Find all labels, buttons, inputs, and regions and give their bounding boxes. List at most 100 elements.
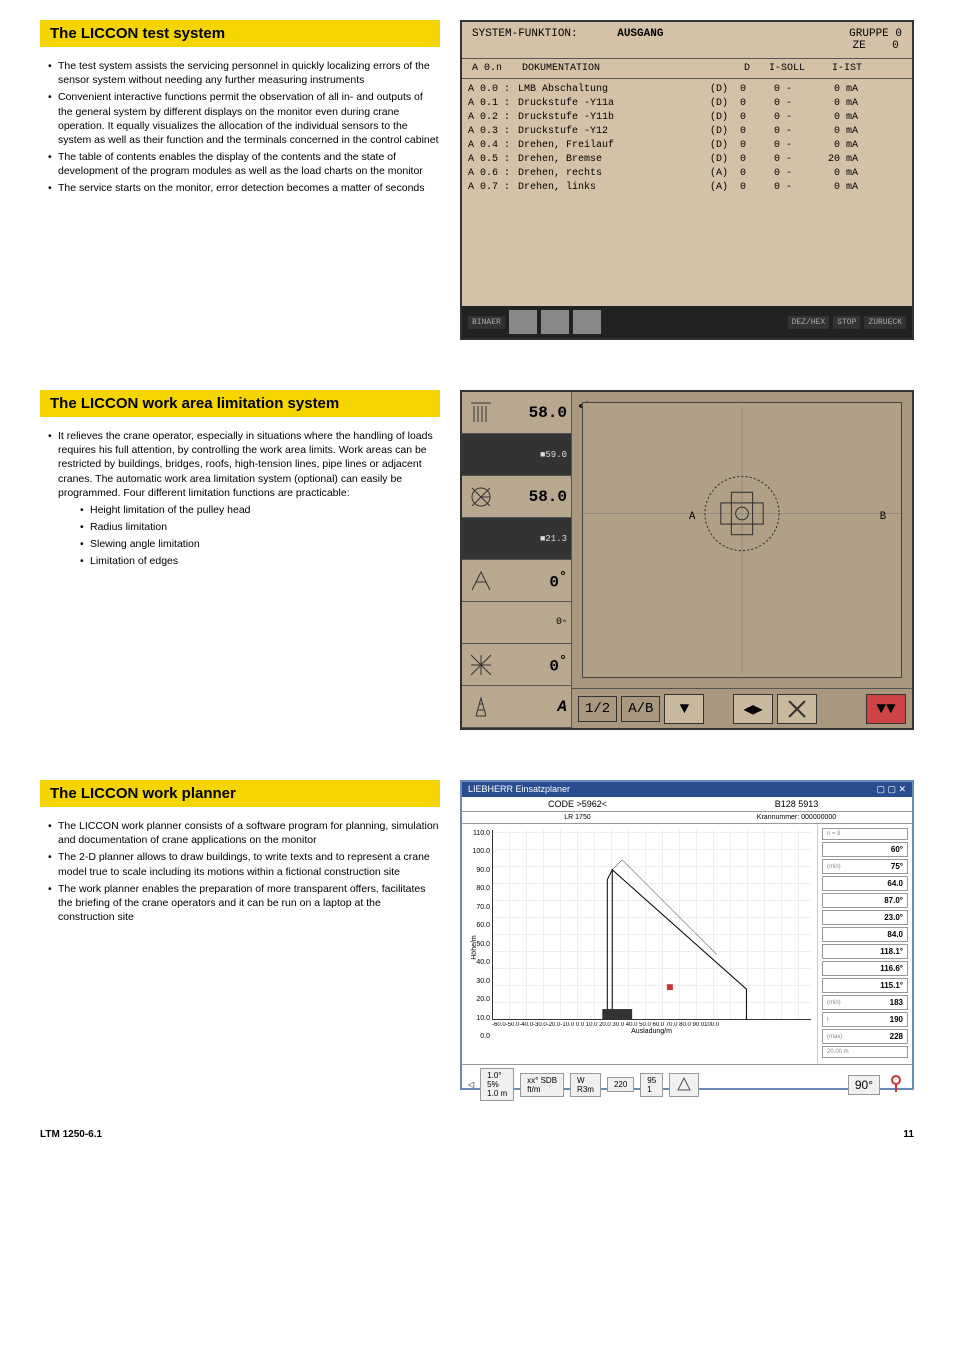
- tower-icon: [466, 692, 496, 722]
- param-cell: 23.0°: [822, 910, 908, 925]
- sec2-title: The LICCON work area limitation system: [50, 395, 430, 412]
- test-system-screen: SYSTEM-FUNKTION: AUSGANG GRUPPE 0 ZE 0 A…: [460, 20, 914, 340]
- ytick: 100.0: [466, 848, 490, 855]
- hdr-id: A 0.n: [472, 63, 522, 74]
- table-row: A 0.6 :Drehen, rechts(A)00 -0 mA: [468, 167, 906, 181]
- foot-stop: STOP: [833, 316, 860, 329]
- ytick: 60.0: [466, 922, 490, 929]
- param-cell: (min)183: [822, 995, 908, 1010]
- s1-grpv1: 0: [895, 28, 902, 40]
- table-row: A 0.4 :Drehen, Freilauf(D)00 -0 mA: [468, 139, 906, 153]
- param-cell: 87.0°: [822, 893, 908, 908]
- kran-label: Krannummer: 000000000: [687, 814, 906, 821]
- table-row: A 0.0 :LMB Abschaltung(D)00 -0 mA: [468, 83, 906, 97]
- sec1-body: The test system assists the servicing pe…: [40, 59, 440, 196]
- s2-v6: 0: [549, 657, 559, 675]
- fbtn[interactable]: [509, 310, 537, 334]
- s2-v3: 21.3: [545, 534, 567, 544]
- sec1-b3: The service starts on the monitor, error…: [48, 181, 440, 195]
- sec2-s3: Limitation of edges: [80, 554, 440, 568]
- param-cell: 118.1°: [822, 944, 908, 959]
- page-indicator: 1/2: [578, 696, 617, 722]
- ytick: 10.0: [466, 1015, 490, 1022]
- hdr-d: D: [732, 63, 762, 74]
- page-number: 11: [903, 1129, 914, 1140]
- ytick: 20.0: [466, 996, 490, 1003]
- leftright-button[interactable]: ◀▶: [733, 694, 773, 724]
- sec2-body: It relieves the crane operator, especial…: [40, 429, 440, 569]
- ytick: 110.0: [466, 830, 490, 837]
- xlabel: Ausladung/m: [492, 1028, 811, 1035]
- param-cell: 60°: [822, 842, 908, 857]
- sec3-header: The LICCON work planner: [40, 780, 440, 807]
- table-row: A 0.2 :Druckstufe -Y11b(D)00 -0 mA: [468, 111, 906, 125]
- ytick: 70.0: [466, 904, 490, 911]
- s1-grp: GRUPPE: [849, 28, 889, 40]
- param-cell: 115.1°: [822, 978, 908, 993]
- arrow-left-icon: ◁: [468, 1080, 474, 1089]
- sec2-s2: Slewing angle limitation: [80, 537, 440, 551]
- sec3-title: The LICCON work planner: [50, 785, 430, 802]
- win-controls[interactable]: ▢ ▢ ✕: [876, 784, 906, 795]
- model-label: LTM 1250-6.1: [40, 1129, 102, 1140]
- sec2-s0: Height limitation of the pulley head: [80, 503, 440, 517]
- sec3-b1: The 2-D planner allows to draw buildings…: [48, 850, 440, 878]
- s1-syslabel: SYSTEM-FUNKTION:: [472, 28, 578, 40]
- ytick: 50.0: [466, 941, 490, 948]
- hdr-iist: I-IST: [812, 63, 862, 74]
- s2-v7: A: [496, 698, 567, 716]
- ytick: 30.0: [466, 978, 490, 985]
- ytick: 0.0: [466, 1033, 490, 1040]
- svg-text:A: A: [689, 511, 696, 523]
- code-label: CODE >5962<: [468, 799, 687, 809]
- sec2-s1: Radius limitation: [80, 520, 440, 534]
- foot-back: ZURUECK: [864, 316, 906, 329]
- ytick: 80.0: [466, 885, 490, 892]
- sec1-b1: Convenient interactive functions permit …: [48, 90, 440, 147]
- sec1-b2: The table of contents enables the displa…: [48, 150, 440, 178]
- foot-dezhex: DEZ/HEX: [788, 316, 830, 329]
- s2-v1: 59.0: [545, 450, 567, 460]
- ytick: 90.0: [466, 867, 490, 874]
- cancel-button[interactable]: [777, 694, 817, 724]
- table-row: A 0.1 :Druckstufe -Y11a(D)00 -0 mA: [468, 97, 906, 111]
- sec1-b0: The test system assists the servicing pe…: [48, 59, 440, 87]
- lr-label: LR 1750: [468, 814, 687, 821]
- b128-label: B128 5913: [687, 799, 906, 809]
- slew-icon: [466, 566, 496, 596]
- param-cell: 20.00 m: [822, 1046, 908, 1058]
- radius-icon: [466, 482, 496, 512]
- svg-text:B: B: [880, 511, 886, 523]
- edge-icon: [466, 650, 496, 680]
- ytick: 40.0: [466, 959, 490, 966]
- foot-binaer: BINAER: [468, 316, 505, 329]
- sec3-b2: The work planner enables the preparation…: [48, 882, 440, 925]
- work-planner-screen: LIEBHERR Einsatzplaner ▢ ▢ ✕ CODE >5962<…: [460, 780, 914, 1090]
- sec3-b0: The LICCON work planner consists of a so…: [48, 819, 440, 847]
- param-cell: 116.6°: [822, 961, 908, 976]
- crane-icon: [669, 1073, 699, 1097]
- s1-grpze: ZE: [852, 40, 865, 52]
- ab-indicator: A/B: [621, 696, 660, 722]
- param-cell: 84.0: [822, 927, 908, 942]
- fbtn[interactable]: [541, 310, 569, 334]
- s1-tab: AUSGANG: [617, 28, 663, 40]
- win-title: LIEBHERR Einsatzplaner: [468, 784, 570, 795]
- plot-area: [492, 830, 811, 1020]
- s2-v4: 0: [549, 573, 559, 591]
- fbtn[interactable]: [573, 310, 601, 334]
- table-row: A 0.7 :Drehen, links(A)00 -0 mA: [468, 181, 906, 195]
- table-row: A 0.3 :Druckstufe -Y12(D)00 -0 mA: [468, 125, 906, 139]
- sec1-title: The LICCON test system: [50, 25, 430, 42]
- plan-view: A B: [582, 402, 902, 678]
- height-icon: [466, 398, 496, 428]
- param-cell: n = 8: [822, 828, 908, 840]
- warn-button[interactable]: ▼▼: [866, 694, 906, 724]
- param-cell: 64.0: [822, 876, 908, 891]
- s2-v2: 58.0: [496, 488, 567, 506]
- sec2-intro: It relieves the crane operator, especial…: [48, 429, 440, 500]
- param-cell: (min)75°: [822, 859, 908, 874]
- s1-grpv2: 0: [892, 40, 899, 52]
- down-button[interactable]: ▼: [664, 694, 704, 724]
- table-row: A 0.5 :Drehen, Bremse(D)00 -20 mA: [468, 153, 906, 167]
